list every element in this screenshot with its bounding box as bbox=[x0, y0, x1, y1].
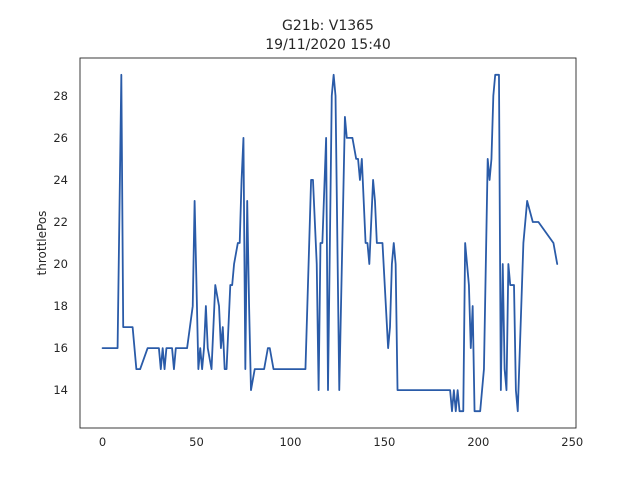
y-axis-label: throttlePos bbox=[35, 211, 49, 276]
y-axis-ticks: 14 16 18 20 22 24 26 28 bbox=[53, 89, 68, 397]
x-tick-label: 150 bbox=[373, 435, 395, 449]
y-tick-label: 18 bbox=[53, 299, 68, 313]
y-tick-label: 24 bbox=[53, 173, 68, 187]
y-tick-label: 28 bbox=[53, 89, 68, 103]
x-tick-label: 50 bbox=[189, 435, 204, 449]
x-tick-label: 250 bbox=[561, 435, 583, 449]
x-tick-label: 100 bbox=[279, 435, 301, 449]
series-line-throttlePos bbox=[101, 73, 559, 413]
y-tick-label: 20 bbox=[53, 257, 68, 271]
y-tick-label: 22 bbox=[53, 215, 68, 229]
y-tick-label: 16 bbox=[53, 341, 68, 355]
x-tick-label: 0 bbox=[99, 435, 106, 449]
chart-title-line1: G21b: V1365 bbox=[282, 18, 374, 34]
series-layer bbox=[101, 73, 559, 413]
y-tick-label: 14 bbox=[53, 383, 68, 397]
x-axis-ticks: 0 50 100 150 200 250 bbox=[99, 435, 583, 449]
y-tick-label: 26 bbox=[53, 131, 68, 145]
x-tick-label: 200 bbox=[467, 435, 489, 449]
chart-title-line2: 19/11/2020 15:40 bbox=[265, 37, 391, 53]
